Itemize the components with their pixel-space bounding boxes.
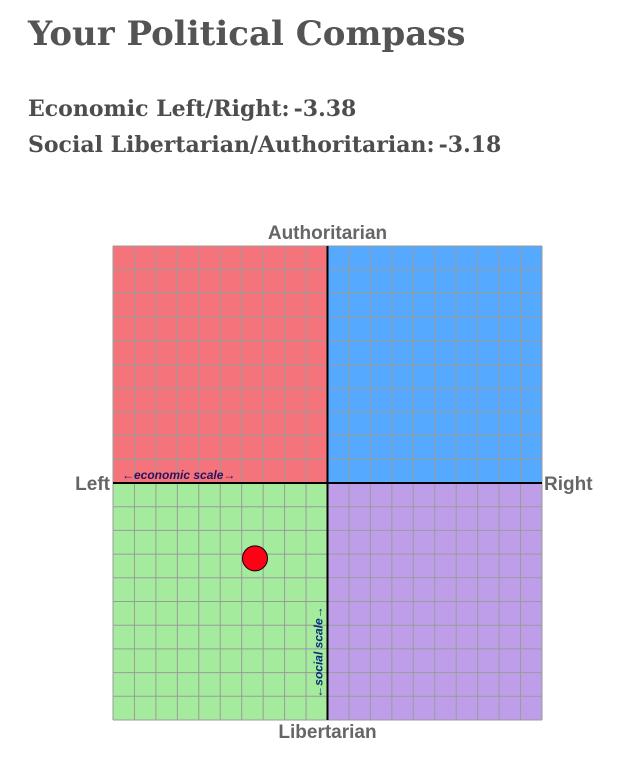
axis-label-left: Left	[75, 474, 111, 495]
axis-label-libertarian: Libertarian	[278, 722, 376, 743]
social-score-value: -3.18	[438, 132, 502, 158]
axis-label-authoritarian: Authoritarian	[268, 223, 387, 244]
economic-score-value: -3.38	[293, 96, 357, 122]
page-title: Your Political Compass	[28, 14, 466, 54]
social-score: Social Libertarian/Authoritarian: -3.18	[28, 130, 501, 160]
social-score-label: Social Libertarian/Authoritarian:	[28, 132, 435, 158]
economic-score: Economic Left/Right: -3.38	[28, 94, 356, 124]
economic-score-label: Economic Left/Right:	[28, 96, 290, 122]
points-layer	[241, 545, 268, 572]
economic-scale-label: ←economic scale→	[122, 468, 235, 482]
axis-label-right: Right	[544, 474, 593, 495]
social-scale-label: ←social scale→	[312, 606, 326, 697]
score-point	[241, 545, 268, 572]
